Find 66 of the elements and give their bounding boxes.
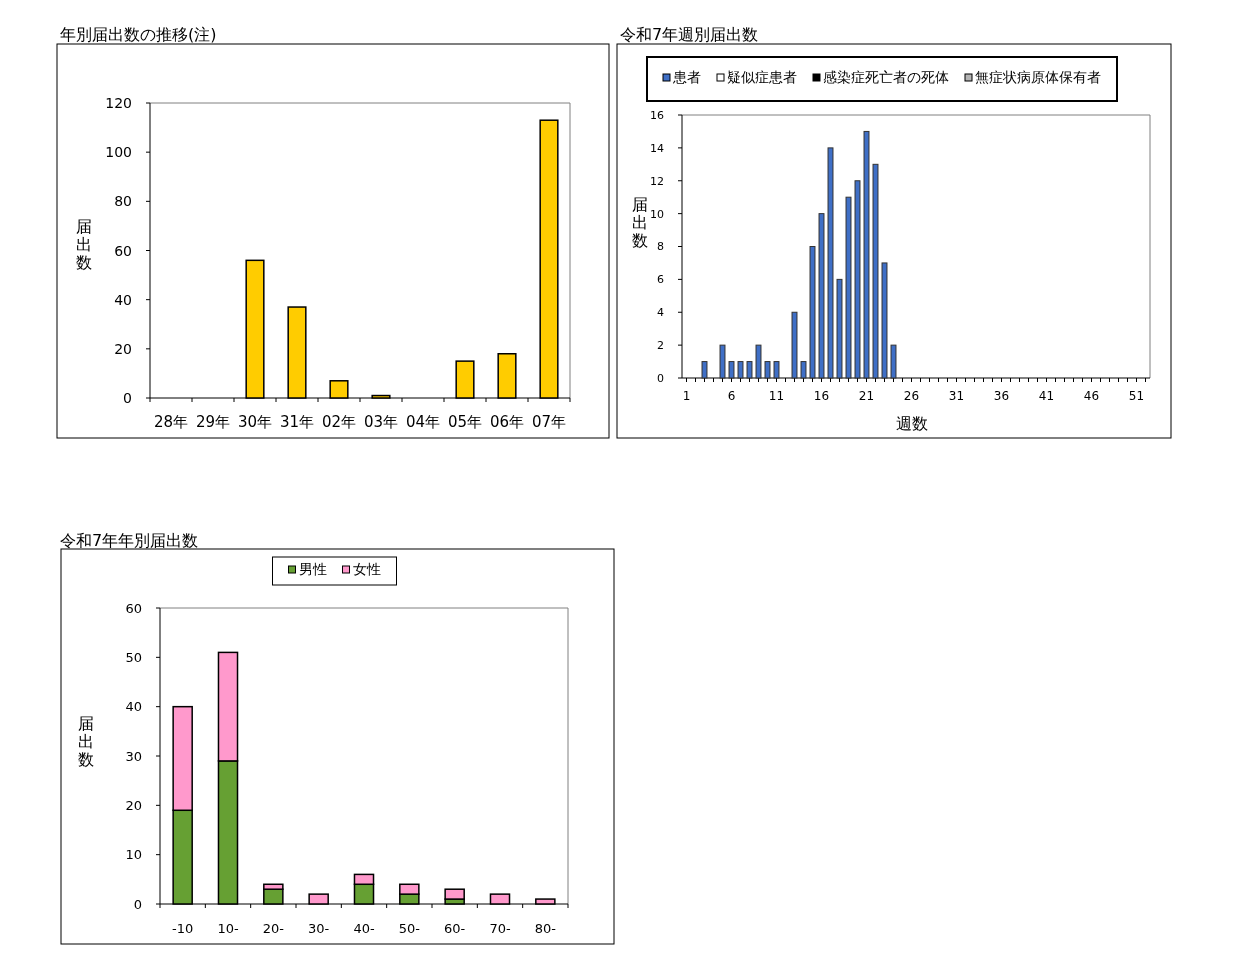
title: 令和7年年別届出数 (60, 531, 199, 550)
xtick: 03年 (363, 413, 399, 431)
xtick: 04年 (405, 413, 441, 431)
ytick: 20 (125, 798, 142, 813)
title: 年別届出数の推移(注) (60, 25, 217, 44)
legend-label: 疑似症患者 (727, 69, 797, 85)
xtick: 60- (444, 921, 466, 936)
ytick: 10 (650, 207, 664, 221)
ytick: 2 (657, 339, 664, 353)
xtick: 10- (217, 921, 239, 936)
xtick: 40- (353, 921, 375, 936)
xtick: 70- (489, 921, 511, 936)
xtick: 07年 (531, 413, 567, 431)
legend-label: 女性 (352, 561, 381, 577)
xtick: 30- (308, 921, 330, 936)
xtick: 80- (534, 921, 556, 936)
xtick: 05年 (447, 413, 483, 431)
ytick: 10 (125, 847, 142, 863)
ytick: 4 (657, 306, 664, 320)
ytick: 6 (657, 273, 664, 287)
legend-label: 患者 (672, 69, 701, 85)
ytick: 20 (114, 340, 132, 357)
xtick: 46 (1083, 389, 1100, 403)
ylabel: 届出数 (78, 714, 94, 769)
xtick: 41 (1038, 389, 1055, 403)
ylabel: 届出数 (632, 195, 648, 250)
ylabel: 届出数 (76, 217, 92, 272)
xlabel: 週数 (896, 414, 928, 433)
ytick: 8 (657, 240, 664, 254)
xtick: 31 (948, 389, 965, 403)
ytick: 60 (125, 600, 142, 616)
ytick: 0 (657, 371, 664, 385)
xtick: 6 (727, 389, 736, 403)
ytick: 80 (114, 193, 132, 210)
ytick: 0 (123, 390, 132, 407)
ytick: 0 (133, 896, 142, 912)
ytick: 120 (105, 95, 132, 112)
xtick: 29年 (195, 413, 231, 431)
xtick: 02年 (321, 413, 357, 431)
xtick: 20- (262, 921, 284, 936)
ytick: 60 (114, 242, 132, 259)
ytick: 40 (125, 699, 142, 715)
xtick: 50- (398, 921, 420, 936)
xtick: 16 (813, 389, 830, 403)
xtick: -10 (172, 921, 194, 936)
xtick: 30年 (237, 413, 273, 431)
xtick: 06年 (489, 413, 525, 431)
title: 令和7年週別届出数 (620, 25, 759, 44)
ytick: 14 (650, 141, 664, 155)
ytick: 30 (125, 748, 142, 764)
xtick: 31年 (279, 413, 315, 431)
ytick: 100 (105, 144, 132, 161)
legend-label: 感染症死亡者の死体 (823, 69, 949, 85)
legend-label: 男性 (298, 561, 327, 577)
ytick: 50 (125, 650, 142, 665)
ytick: 16 (650, 108, 664, 122)
xtick: 1 (682, 389, 691, 403)
ytick: 40 (114, 291, 132, 308)
xtick: 11 (768, 389, 785, 403)
xtick: 28年 (153, 413, 189, 431)
ytick: 12 (650, 174, 664, 188)
xtick: 51 (1128, 389, 1145, 403)
xtick: 26 (903, 389, 920, 403)
xtick: 21 (858, 389, 875, 403)
legend-label: 無症状病原体保有者 (975, 69, 1101, 85)
xtick: 36 (993, 389, 1010, 403)
